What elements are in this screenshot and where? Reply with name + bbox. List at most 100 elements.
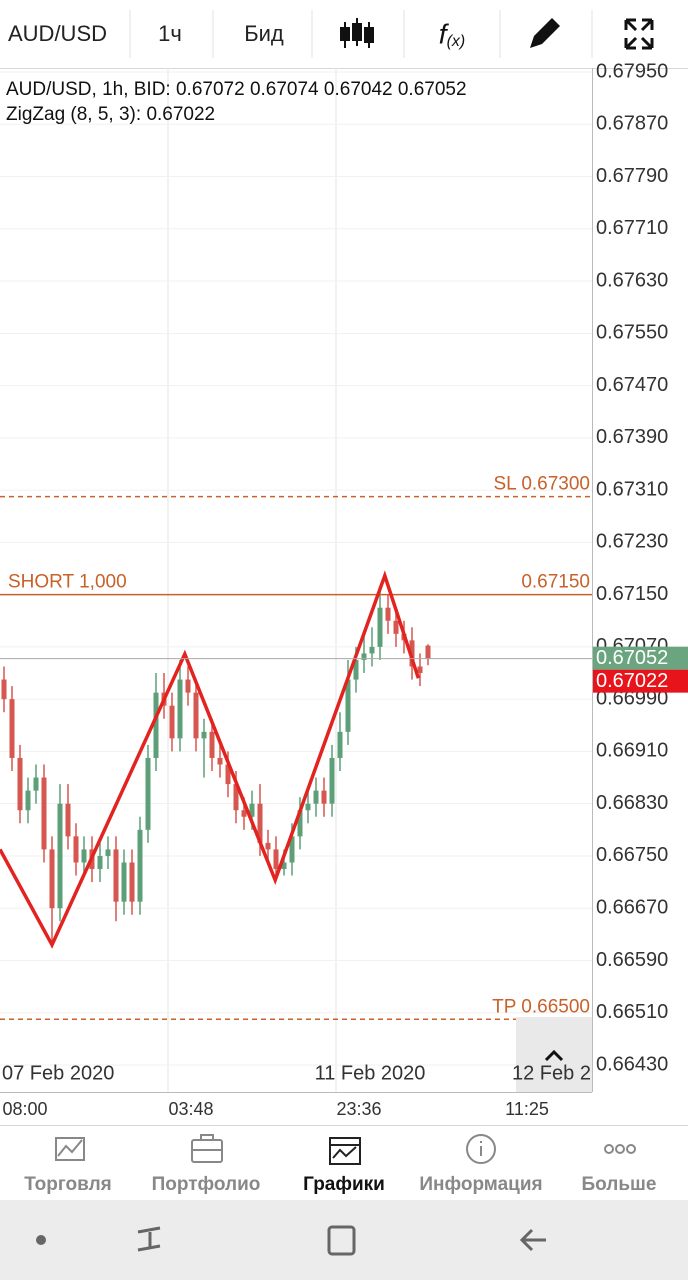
candle-body	[313, 790, 319, 804]
nav-icons	[55, 1134, 636, 1165]
candle-body	[169, 705, 175, 739]
candle-body	[393, 620, 399, 634]
candle-body	[41, 777, 47, 850]
candle-body	[65, 803, 71, 837]
candle-body	[185, 679, 191, 693]
candle-body	[113, 849, 119, 902]
candle-body	[257, 803, 263, 843]
y-tick-label: 0.67710	[596, 217, 668, 239]
candle-body	[209, 731, 215, 758]
nav-item[interactable]: Торговля	[24, 1174, 111, 1195]
candle-body	[73, 836, 79, 863]
time-label: 03:48	[168, 1099, 213, 1119]
candle-body	[297, 810, 303, 837]
y-tick-label: 0.66910	[596, 740, 668, 762]
candle-body	[97, 855, 103, 870]
candle-body	[369, 646, 375, 654]
candle-body	[153, 692, 159, 758]
candle-body	[273, 849, 279, 870]
candle-body	[337, 731, 343, 758]
date-label: 07 Feb 2020	[2, 1062, 114, 1084]
y-tick-label: 0.67870	[596, 113, 668, 135]
candle-body	[9, 699, 15, 758]
candle-body	[177, 679, 183, 739]
y-tick-label: 0.67950	[596, 60, 668, 82]
indicators-icon[interactable]: f(x)	[439, 18, 465, 50]
system-bar	[0, 1200, 688, 1280]
candle-body	[1, 679, 7, 700]
y-tick-label: 0.66670	[596, 896, 668, 918]
level-label: TP 0.66500	[492, 996, 590, 1017]
y-tick-label: 0.66830	[596, 792, 668, 814]
y-tick-label: 0.67390	[596, 426, 668, 448]
candle-body	[425, 645, 431, 659]
candle-body	[281, 862, 287, 870]
candle-body	[417, 666, 423, 674]
candle-body	[377, 607, 383, 647]
time-label: 23:36	[336, 1099, 381, 1119]
scroll-icon[interactable]	[544, 1049, 564, 1062]
symbol[interactable]: AUD/USD	[8, 21, 107, 46]
y-tick-label: 0.67790	[596, 165, 668, 187]
home-button[interactable]	[327, 1225, 356, 1256]
y-tick-label: 0.66590	[596, 949, 668, 971]
candle-body	[17, 757, 23, 811]
candles-icon[interactable]	[340, 18, 374, 48]
candle-body	[361, 653, 367, 660]
candle-body	[105, 849, 111, 856]
legend-line: AUD/USD, 1h, BID: 0.67072 0.67074 0.6704…	[6, 79, 467, 100]
recent-apps[interactable]	[137, 1226, 161, 1252]
back-button[interactable]	[519, 1228, 546, 1252]
date-label: 12 Feb 2	[512, 1062, 591, 1084]
candle-body	[353, 659, 359, 680]
plot	[0, 68, 592, 1092]
position-label: SHORT 1,000	[8, 572, 127, 593]
fullscreen-icon[interactable]	[624, 18, 654, 50]
candle-body	[329, 757, 335, 804]
nav-item[interactable]: Портфолио	[152, 1174, 261, 1195]
candle-body	[121, 862, 127, 902]
y-tick-label: 0.66430	[596, 1053, 668, 1075]
candle-body	[81, 849, 87, 863]
y-tick-label: 0.66750	[596, 844, 668, 866]
y-tick-label: 0.67150	[596, 583, 668, 605]
candle-body	[249, 803, 255, 817]
legend-line: ZigZag (8, 5, 3): 0.67022	[6, 104, 215, 125]
level-label: 0.67150	[521, 572, 590, 593]
candle-body	[345, 679, 351, 732]
candle-body	[321, 790, 327, 804]
y-tick-label: 0.67310	[596, 478, 668, 500]
nav-item[interactable]: Информация	[419, 1174, 542, 1195]
zigzag-price-label: 0.67022	[596, 670, 668, 692]
candle-body	[129, 862, 135, 902]
y-tick-label: 0.67630	[596, 269, 668, 291]
scroll-button[interactable]	[516, 1017, 592, 1092]
zigzag-line	[0, 570, 421, 949]
candle-body	[233, 784, 239, 811]
candle-body	[201, 731, 207, 739]
time-label: 11:25	[505, 1099, 549, 1119]
y-tick-label: 0.67230	[596, 531, 668, 553]
zigzag-price-box	[593, 669, 688, 693]
price-type[interactable]: Бид	[244, 21, 284, 46]
y-tick-label: 0.67550	[596, 322, 668, 344]
candle-body	[217, 757, 223, 765]
system-dot[interactable]	[36, 1235, 46, 1245]
candle-body	[241, 810, 247, 817]
draw-icon[interactable]	[530, 18, 560, 48]
candle-body	[193, 692, 199, 739]
candle-body	[265, 842, 271, 850]
y-tick-label: 0.67470	[596, 374, 668, 396]
y-tick-label: 0.66510	[596, 1001, 668, 1023]
nav-item[interactable]: Графики	[303, 1174, 385, 1195]
candle-body	[49, 849, 55, 909]
timeframe[interactable]: 1ч	[158, 21, 182, 46]
candle-body	[225, 764, 231, 785]
level-label: SL 0.67300	[494, 474, 591, 495]
nav-item[interactable]: Больше	[582, 1174, 657, 1195]
time-label: 08:00	[2, 1099, 47, 1119]
candle-body	[33, 777, 39, 791]
toolbar-separators	[129, 10, 593, 58]
